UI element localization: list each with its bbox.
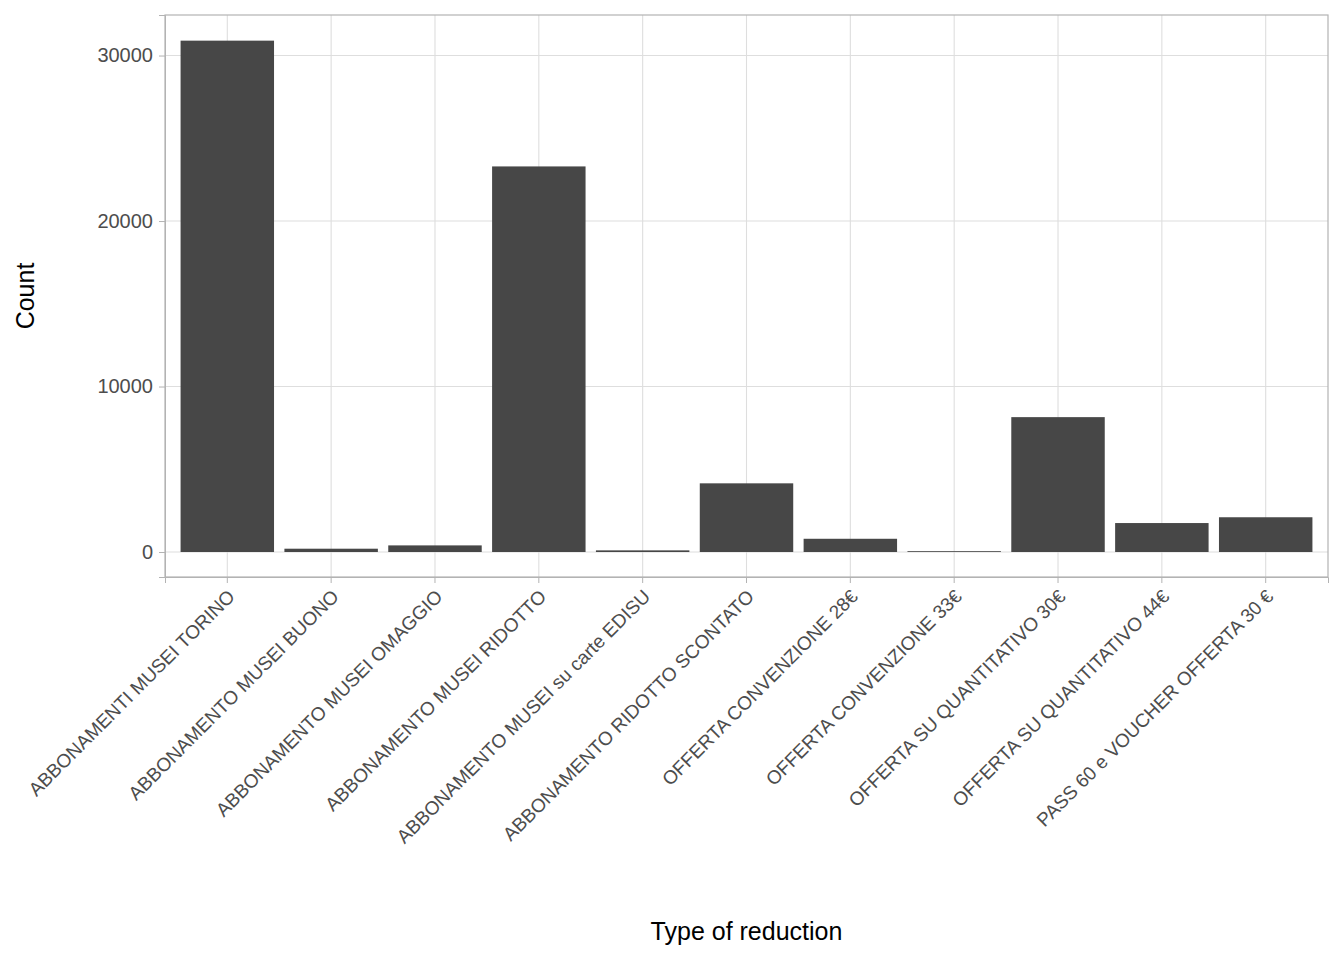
y-tick-label: 10000 [97, 375, 153, 397]
y-axis: 0 10000 20000 30000 [97, 16, 165, 578]
x-axis-line [166, 578, 1329, 584]
x-tick-mark [850, 577, 851, 583]
x-tick: PASS 60 e VOUCHER OFFERTA 30 € [1032, 577, 1277, 831]
y-tick-label: 20000 [97, 210, 153, 232]
grid-line-x [1265, 15, 1266, 577]
x-tick-label: PASS 60 e VOUCHER OFFERTA 30 € [1032, 585, 1277, 830]
bar [907, 551, 1000, 553]
x-axis-title: Type of reduction [651, 917, 843, 945]
x-tick-label: OFFERTA CONVENZIONE 33€ [762, 585, 966, 789]
plot-background [165, 15, 1328, 577]
x-tick: ABBONAMENTO RIDOTTO SCONTATO [499, 577, 758, 845]
y-axis-title: Count [11, 263, 39, 330]
grid-line-x [331, 15, 332, 577]
x-tick-mark [538, 577, 539, 583]
bar [492, 166, 585, 552]
bars [181, 41, 1313, 552]
x-tick-mark [227, 577, 228, 583]
grid-line-x [850, 15, 851, 577]
x-tick: OFFERTA SU QUANTITATIVO 30€ [844, 577, 1069, 811]
y-tick-label: 0 [142, 541, 153, 563]
y-axis-line [159, 16, 166, 578]
x-tick-label: OFFERTA CONVENZIONE 28€ [658, 585, 862, 789]
y-tick: 20000 [97, 210, 165, 232]
x-tick-label: OFFERTA SU QUANTITATIVO 44€ [948, 585, 1173, 810]
x-tick: OFFERTA CONVENZIONE 28€ [658, 577, 862, 790]
grid-line-x [954, 15, 955, 577]
x-tick-mark [1161, 577, 1162, 583]
y-tick-mark [159, 56, 165, 57]
grid-line-x [642, 15, 643, 577]
y-tick-mark [159, 552, 165, 553]
bar [181, 41, 274, 552]
plot-frame [165, 15, 1328, 577]
grid-line-x [434, 15, 435, 577]
y-tick: 0 [142, 541, 165, 563]
bar [1219, 517, 1312, 552]
x-tick-mark [642, 577, 643, 583]
x-tick-mark [331, 577, 332, 583]
y-tick-mark [159, 221, 165, 222]
x-axis: ABBONAMENTI MUSEI TORINOABBONAMENTO MUSE… [24, 577, 1328, 847]
x-tick-mark [954, 577, 955, 583]
chart: 0 10000 20000 30000 ABBONAMENTI MUSEI TORINO… [0, 0, 1344, 960]
x-tick: ABBONAMENTO MUSEI OMAGGIO [212, 577, 447, 821]
x-tick-mark [434, 577, 435, 583]
x-tick-label: OFFERTA SU QUANTITATIVO 30€ [844, 585, 1069, 810]
x-tick: OFFERTA SU QUANTITATIVO 44€ [948, 577, 1173, 811]
y-tick-label: 30000 [97, 44, 153, 66]
x-tick: OFFERTA CONVENZIONE 33€ [762, 577, 966, 790]
x-tick-mark [1265, 577, 1266, 583]
x-tick-label: ABBONAMENTO MUSEI RIDOTTO [321, 586, 550, 815]
grid-line-x [1161, 15, 1162, 577]
x-tick-label: ABBONAMENTO MUSEI OMAGGIO [212, 586, 447, 821]
x-tick-label: ABBONAMENTO MUSEI BUONO [124, 586, 342, 804]
bar [1011, 417, 1104, 552]
y-tick-mark [159, 387, 165, 388]
bar [1115, 523, 1208, 552]
grid [165, 15, 1328, 577]
y-tick: 10000 [97, 375, 165, 397]
x-tick: ABBONAMENTI MUSEI TORINO [24, 577, 238, 800]
x-tick-mark [746, 577, 747, 583]
bar [284, 549, 377, 552]
bar [804, 539, 897, 552]
bar [388, 545, 481, 552]
x-tick-label: ABBONAMENTI MUSEI TORINO [24, 586, 238, 800]
x-tick: ABBONAMENTO MUSEI BUONO [124, 577, 342, 804]
bar [596, 550, 689, 552]
y-tick: 30000 [97, 44, 165, 66]
x-tick: ABBONAMENTO MUSEI RIDOTTO [321, 577, 550, 815]
x-tick-mark [1058, 577, 1059, 583]
bar [700, 483, 793, 552]
